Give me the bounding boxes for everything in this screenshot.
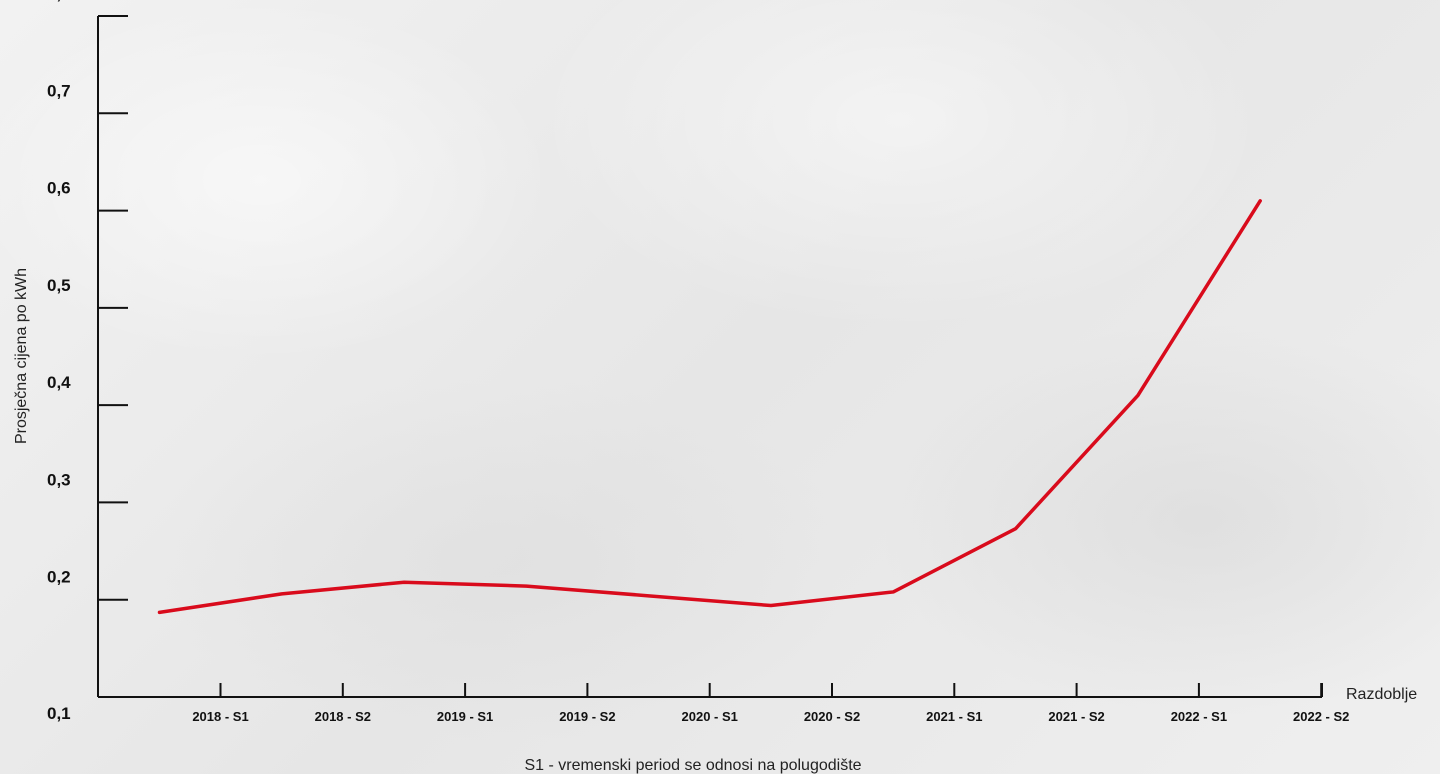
footnote: S1 - vremenski period se odnosi na polug… [524, 757, 861, 774]
x-tick-label: 2021 - S1 [926, 709, 982, 724]
x-axis-label: Razdoblje [1346, 686, 1417, 703]
x-tick-label: 2018 - S2 [315, 709, 371, 724]
x-tick-label: 2021 - S2 [1048, 709, 1104, 724]
y-axis: 0,1 0,2 0,3 0,4 0,5 0,6 0,7 0,8 [47, 0, 128, 723]
y-tick-label: 0,6 [47, 179, 71, 198]
x-tick-label: 2022 - S2 [1293, 709, 1349, 724]
x-tick-label: 2019 - S1 [437, 709, 493, 724]
x-ticks: 2018 - S1 2018 - S2 2019 - S1 2019 - S2 2020… [192, 683, 1349, 724]
y-axis-label: Prosječna cijena po kWh [13, 268, 30, 444]
y-tick-label: 0,4 [47, 373, 71, 392]
x-tick-label: 2018 - S1 [192, 709, 248, 724]
series-layer [157, 199, 1262, 615]
x-tick-label: 2019 - S2 [559, 709, 615, 724]
x-tick-label: 2022 - S1 [1171, 709, 1227, 724]
y-tick-label: 0,1 [47, 704, 71, 723]
x-tick-label: 2020 - S1 [682, 709, 738, 724]
y-tick-label: 0,5 [47, 276, 71, 295]
y-tick-label: 0,7 [47, 81, 71, 100]
x-tick-label: 2020 - S2 [804, 709, 860, 724]
y-tick-label: 0,3 [47, 470, 71, 489]
y-tick-label: 0,2 [47, 568, 71, 587]
x-axis: 2018 - S1 2018 - S2 2019 - S1 2019 - S2 2020… [98, 683, 1349, 724]
y-tick-label: 0,8 [47, 0, 71, 3]
y-ticks: 0,1 0,2 0,3 0,4 0,5 0,6 0,7 0,8 [47, 0, 128, 723]
series-line [157, 199, 1262, 615]
